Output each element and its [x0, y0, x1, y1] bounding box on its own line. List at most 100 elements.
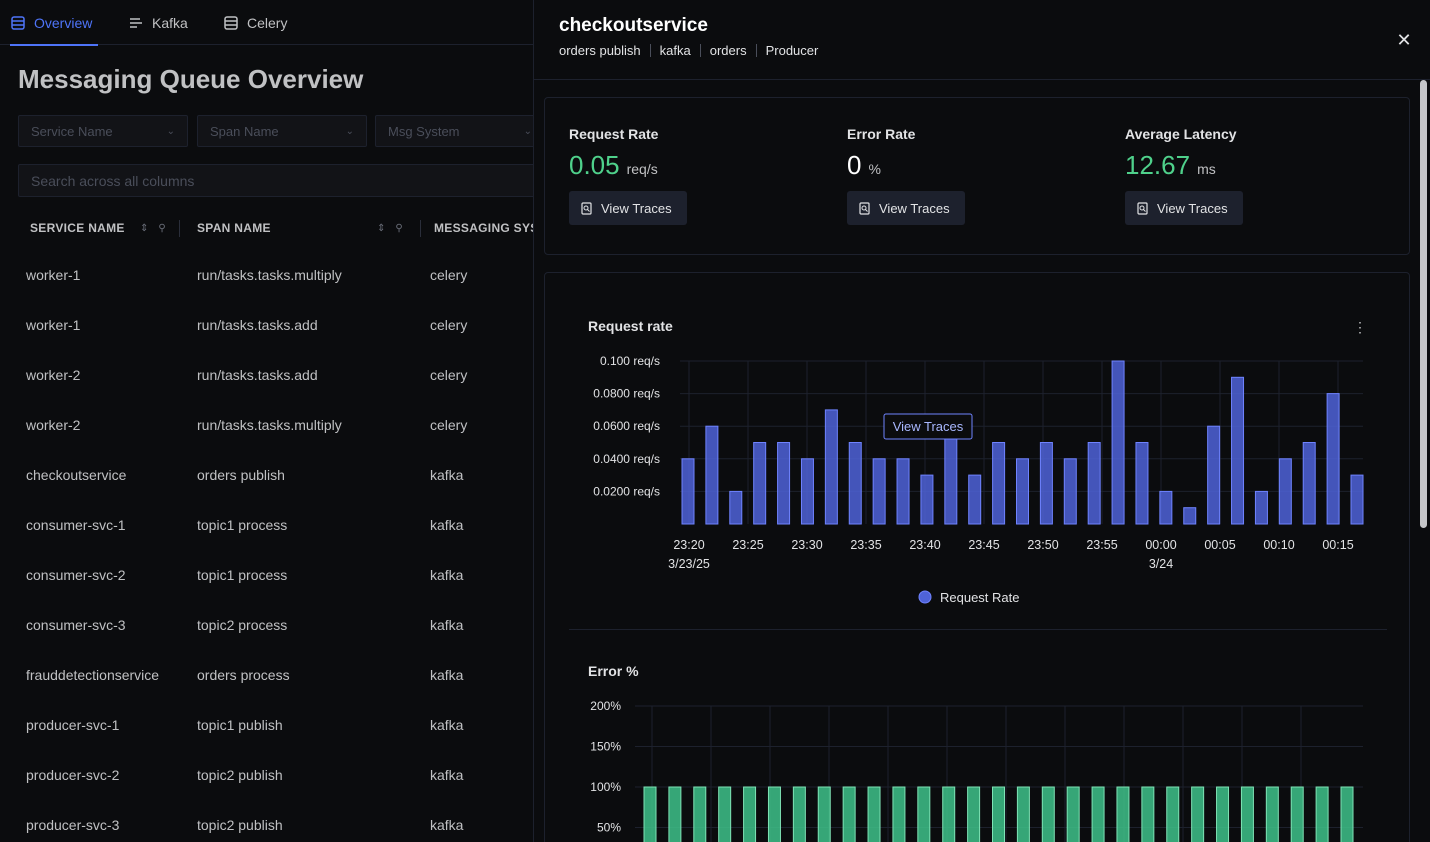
request-rate-bar[interactable] [1231, 376, 1245, 525]
tab-kafka[interactable]: Kafka [128, 0, 188, 45]
more-options-icon[interactable]: ⋮ [1353, 319, 1367, 335]
request-rate-bar[interactable] [1039, 442, 1053, 525]
messaging-system-cell: celery [430, 417, 468, 433]
column-header-service-name[interactable]: SERVICE NAME [30, 221, 125, 235]
error-bar[interactable] [942, 786, 956, 842]
sort-icon[interactable]: ⇕ [140, 222, 149, 234]
error-bar[interactable] [1290, 786, 1304, 842]
request-rate-bar[interactable] [800, 458, 814, 525]
error-bar[interactable] [992, 786, 1005, 842]
close-icon[interactable]: ✕ [1396, 30, 1412, 50]
table-row[interactable]: worker-2 run/tasks.tasks.multiply celery [0, 400, 533, 450]
request-rate-bar[interactable] [968, 474, 982, 525]
request-rate-bar[interactable] [1326, 393, 1340, 525]
view-traces-label: View Traces [1157, 200, 1228, 216]
request-rate-bar[interactable] [872, 458, 886, 525]
error-bar[interactable] [842, 786, 856, 842]
table-row[interactable]: producer-svc-3 topic2 publish kafka [0, 800, 533, 842]
request-rate-bar[interactable] [753, 442, 767, 525]
trace-file-icon [859, 201, 870, 215]
request-rate-bar[interactable] [681, 458, 695, 525]
request-rate-bar[interactable] [1111, 360, 1125, 525]
error-bar[interactable] [1191, 786, 1205, 842]
search-icon[interactable]: ⚲ [395, 222, 403, 234]
error-bar[interactable] [767, 786, 781, 842]
request-rate-bar[interactable] [1087, 442, 1101, 525]
table-row[interactable]: checkoutservice orders publish kafka [0, 450, 533, 500]
x-tick-sublabel: 3/24 [1149, 557, 1173, 571]
table-row[interactable]: consumer-svc-3 topic2 process kafka [0, 600, 533, 650]
error-bar[interactable] [1166, 786, 1180, 842]
error-bar[interactable] [1265, 786, 1279, 842]
legend-label[interactable]: Request Rate [940, 590, 1020, 605]
error-bar[interactable] [817, 786, 831, 842]
error-bar[interactable] [1116, 786, 1130, 842]
scrollbar[interactable] [1420, 80, 1427, 528]
error-bar[interactable] [1216, 786, 1230, 842]
error-bar[interactable] [693, 786, 707, 842]
view-traces-button[interactable]: View Traces [569, 191, 687, 225]
request-rate-bar[interactable] [1016, 458, 1029, 525]
view-traces-button[interactable]: View Traces [1125, 191, 1243, 225]
tab-celery[interactable]: Celery [223, 0, 287, 45]
error-bar[interactable] [867, 786, 881, 842]
table-row[interactable]: frauddetectionservice orders process kafka [0, 650, 533, 700]
request-rate-bar[interactable] [944, 425, 958, 525]
error-bar[interactable] [1066, 786, 1080, 842]
request-rate-bar[interactable] [705, 425, 719, 525]
error-bar[interactable] [1340, 786, 1354, 842]
error-bar[interactable] [1041, 786, 1055, 842]
request-rate-bar[interactable] [896, 458, 910, 525]
sort-icon[interactable]: ⇕ [377, 222, 386, 234]
service-name-select[interactable]: Service Name ⌄ [18, 115, 188, 147]
error-bar[interactable] [1016, 786, 1030, 842]
error-bar[interactable] [668, 786, 682, 842]
error-bar[interactable] [792, 786, 806, 842]
request-rate-bar[interactable] [1207, 425, 1221, 525]
request-rate-bar[interactable] [729, 490, 743, 525]
table-row[interactable]: consumer-svc-2 topic1 process kafka [0, 550, 533, 600]
request-rate-bar[interactable] [1278, 458, 1292, 525]
request-rate-bar[interactable] [1159, 490, 1173, 525]
table-row[interactable]: worker-1 run/tasks.tasks.add celery [0, 300, 533, 350]
request-rate-bar[interactable] [824, 409, 838, 525]
error-bar[interactable] [917, 786, 931, 842]
column-header-span-name[interactable]: SPAN NAME [197, 221, 271, 235]
search-icon[interactable]: ⚲ [158, 222, 166, 234]
table-row[interactable]: consumer-svc-1 topic1 process kafka [0, 500, 533, 550]
request-rate-bar[interactable] [1183, 507, 1197, 525]
view-traces-button[interactable]: View Traces [847, 191, 965, 225]
request-rate-bar[interactable] [1135, 442, 1149, 525]
table-row[interactable]: worker-1 run/tasks.tasks.multiply celery [0, 250, 533, 300]
error-bar[interactable] [718, 786, 732, 842]
table-row[interactable]: worker-2 run/tasks.tasks.add celery [0, 350, 533, 400]
msg-system-select[interactable]: Msg System ⌄ [375, 115, 533, 147]
error-bar[interactable] [967, 786, 981, 842]
request-rate-bar[interactable] [1254, 490, 1268, 525]
table-row[interactable]: producer-svc-1 topic1 publish kafka [0, 700, 533, 750]
request-rate-bar[interactable] [777, 442, 791, 525]
request-rate-bar[interactable] [848, 442, 862, 525]
messaging-system-cell: kafka [430, 667, 464, 683]
request-rate-bar[interactable] [1350, 474, 1364, 525]
error-bar[interactable] [892, 786, 906, 842]
chart-view-traces-button[interactable]: View Traces [883, 413, 973, 440]
span-name-cell: topic2 publish [197, 767, 283, 783]
request-rate-bar[interactable] [1063, 458, 1077, 525]
search-input[interactable]: Search across all columns [18, 164, 533, 197]
table-row[interactable]: producer-svc-2 topic2 publish kafka [0, 750, 533, 800]
error-bar[interactable] [1315, 786, 1329, 842]
service-detail-drawer: checkoutservice orders publish kafka ord… [533, 0, 1430, 842]
error-bar[interactable] [743, 786, 757, 842]
metric-value: 12.67 ms [1125, 150, 1243, 181]
span-name-select[interactable]: Span Name ⌄ [197, 115, 367, 147]
error-bar[interactable] [1141, 786, 1155, 842]
request-rate-bar[interactable] [992, 442, 1006, 525]
tab-overview[interactable]: Overview [10, 0, 99, 46]
column-header-messaging-system[interactable]: MESSAGING SYS [434, 221, 533, 235]
error-bar[interactable] [643, 786, 657, 842]
request-rate-bar[interactable] [920, 474, 934, 525]
request-rate-bar[interactable] [1302, 442, 1316, 525]
error-bar[interactable] [1091, 786, 1105, 842]
error-bar[interactable] [1240, 786, 1254, 842]
